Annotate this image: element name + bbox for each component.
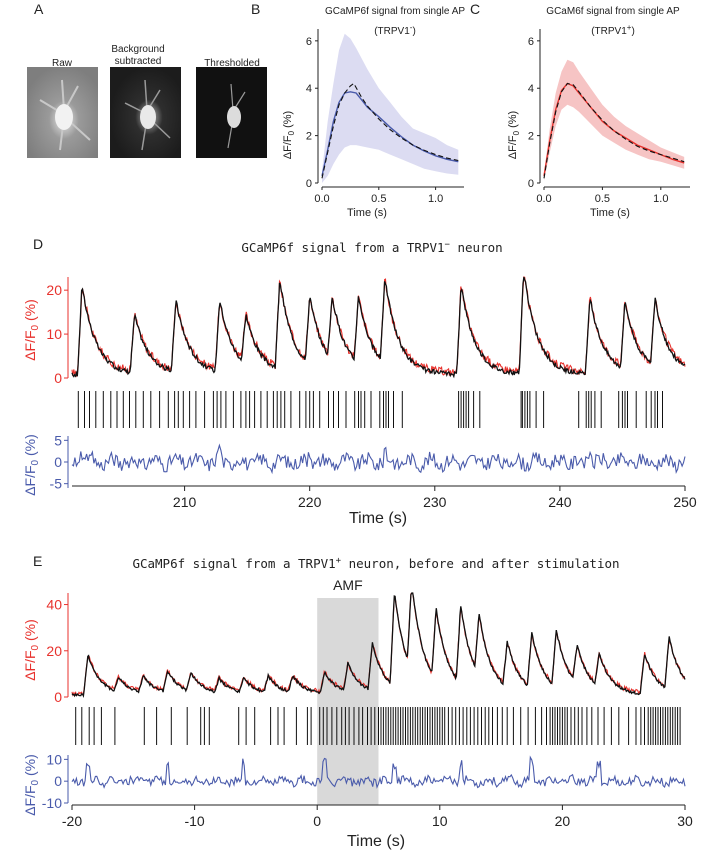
panel-d-plot: 0 10 20 -5 0 5 210 220 230 240 250	[46, 276, 697, 510]
panel-c-plot: 0.0 0.5 1.0 0 2 4 6	[528, 29, 690, 205]
panel-e-x-tick-label: 30	[677, 813, 693, 829]
panel-letter-d: D	[33, 236, 43, 252]
panel-e-residual-trace	[71, 755, 686, 789]
panel-c-ylabel: ΔF/F0 (%)	[507, 111, 521, 159]
panel-e-top-y-tick-label: 20	[46, 643, 62, 659]
panel-c-y-tick-label: 4	[528, 83, 534, 95]
panel-e-x-tick-label: -10	[184, 813, 204, 829]
panel-c-title: GCaM6f signal from single AP	[546, 6, 680, 17]
panel-d-ylabel-top: ΔF/F0 (%)	[22, 299, 41, 361]
panel-d-x-tick-label: 210	[173, 494, 197, 510]
panel-letter-c: C	[470, 1, 480, 17]
panel-b-y-tick-label: 6	[306, 36, 312, 48]
panel-letter-a: A	[34, 1, 44, 17]
panel-c-fit-trace	[543, 82, 685, 179]
panel-c-y-tick-label: 0	[528, 178, 534, 190]
microscopy-image-raw	[27, 67, 98, 158]
panel-b-subtitle: (TRPV1-)	[374, 23, 416, 37]
panel-e-top-y-tick-label: 0	[54, 689, 62, 705]
panel-b-xlabel: Time (s)	[347, 207, 387, 219]
panel-e-ylabel-bottom: ΔF/F0 (%)	[22, 754, 41, 816]
panel-b-y-tick-label: 2	[306, 131, 312, 143]
image-label-bg-line1: Background	[111, 44, 164, 55]
stimulus-label: AMF	[333, 577, 363, 593]
panel-d-ylabel-bottom: ΔF/F0 (%)	[22, 434, 41, 496]
panel-c-y-tick-label: 2	[528, 131, 534, 143]
panel-d-title: GCaMP6f signal from a TRPV1− neuron	[241, 240, 502, 255]
panel-b-error-band	[322, 33, 459, 184]
panel-e-top-y-tick-label: 40	[46, 597, 62, 613]
panel-d-bottom-y-tick-label: 5	[54, 432, 62, 448]
panel-c-xlabel: Time (s)	[590, 207, 630, 219]
panel-d-reconstructed-trace	[71, 276, 686, 379]
panel-c-x-tick-label: 0.0	[536, 193, 551, 205]
panel-c-y-tick-label: 6	[528, 36, 534, 48]
panel-d-bottom-y-tick-label: -5	[50, 476, 63, 492]
panel-e-ylabel-top: ΔF/F0 (%)	[22, 619, 41, 681]
image-label-raw: Raw	[52, 58, 73, 69]
panel-e-bottom-y-tick-label: 10	[46, 751, 62, 767]
panel-e-x-tick-label: 20	[555, 813, 571, 829]
panel-c-mean-trace	[543, 82, 685, 177]
panel-c-x-tick-label: 0.5	[595, 193, 610, 205]
panel-d-x-tick-label: 250	[673, 494, 697, 510]
panel-d-top-y-tick-label: 0	[54, 370, 62, 386]
panel-c-x-tick-label: 1.0	[653, 193, 668, 205]
panel-e-reconstructed-trace	[71, 592, 686, 699]
panel-d-x-tick-label: 220	[298, 494, 322, 510]
panel-b-x-tick-label: 0.0	[314, 193, 329, 205]
microscopy-image-thresholded	[196, 67, 267, 158]
panel-d-xlabel: Time (s)	[349, 510, 407, 527]
image-label-bg-line2: subtracted	[115, 56, 162, 67]
panel-d-x-tick-label: 240	[548, 494, 572, 510]
panel-d-x-tick-label: 230	[423, 494, 447, 510]
panel-d-measured-trace	[71, 276, 686, 378]
panel-b-mean-trace	[321, 91, 459, 177]
panel-b-x-tick-label: 1.0	[428, 193, 443, 205]
stimulus-shading	[317, 598, 379, 805]
panel-letter-e: E	[33, 553, 42, 569]
panel-b-title: GCaMP6f signal from single AP	[325, 6, 465, 17]
panel-d-residual-trace	[71, 443, 686, 475]
panel-b-ylabel: ΔF/F0 (%)	[282, 111, 296, 159]
panel-e-title: GCaMP6f signal from a TRPV1+ neuron, bef…	[132, 556, 619, 571]
panel-b-x-tick-label: 0.5	[371, 193, 386, 205]
panel-e-x-tick-label: 0	[313, 813, 321, 829]
panel-letter-b: B	[251, 1, 260, 17]
microscopy-image-background-subtracted	[110, 67, 181, 158]
panel-e-x-tick-label: -20	[62, 813, 82, 829]
panel-c-error-band	[544, 59, 685, 181]
panel-b-fit-trace	[321, 82, 459, 179]
panel-e-bottom-y-tick-label: -10	[42, 795, 62, 811]
panel-d-top-y-tick-label: 10	[46, 326, 62, 342]
panel-e-x-tick-label: 10	[432, 813, 448, 829]
panel-b-y-tick-label: 4	[306, 83, 312, 95]
panel-b-y-tick-label: 0	[306, 178, 312, 190]
image-label-thresholded: Thresholded	[204, 58, 260, 69]
panel-e-bottom-y-tick-label: 0	[54, 773, 62, 789]
panel-d-bottom-y-tick-label: 0	[54, 454, 62, 470]
panel-e-xlabel: Time (s)	[347, 833, 405, 850]
panel-d-top-y-tick-label: 20	[46, 282, 62, 298]
panel-b-plot: 0.0 0.5 1.0 0 2 4 6	[306, 29, 464, 205]
panel-c-subtitle: (TRPV1+)	[591, 23, 635, 37]
